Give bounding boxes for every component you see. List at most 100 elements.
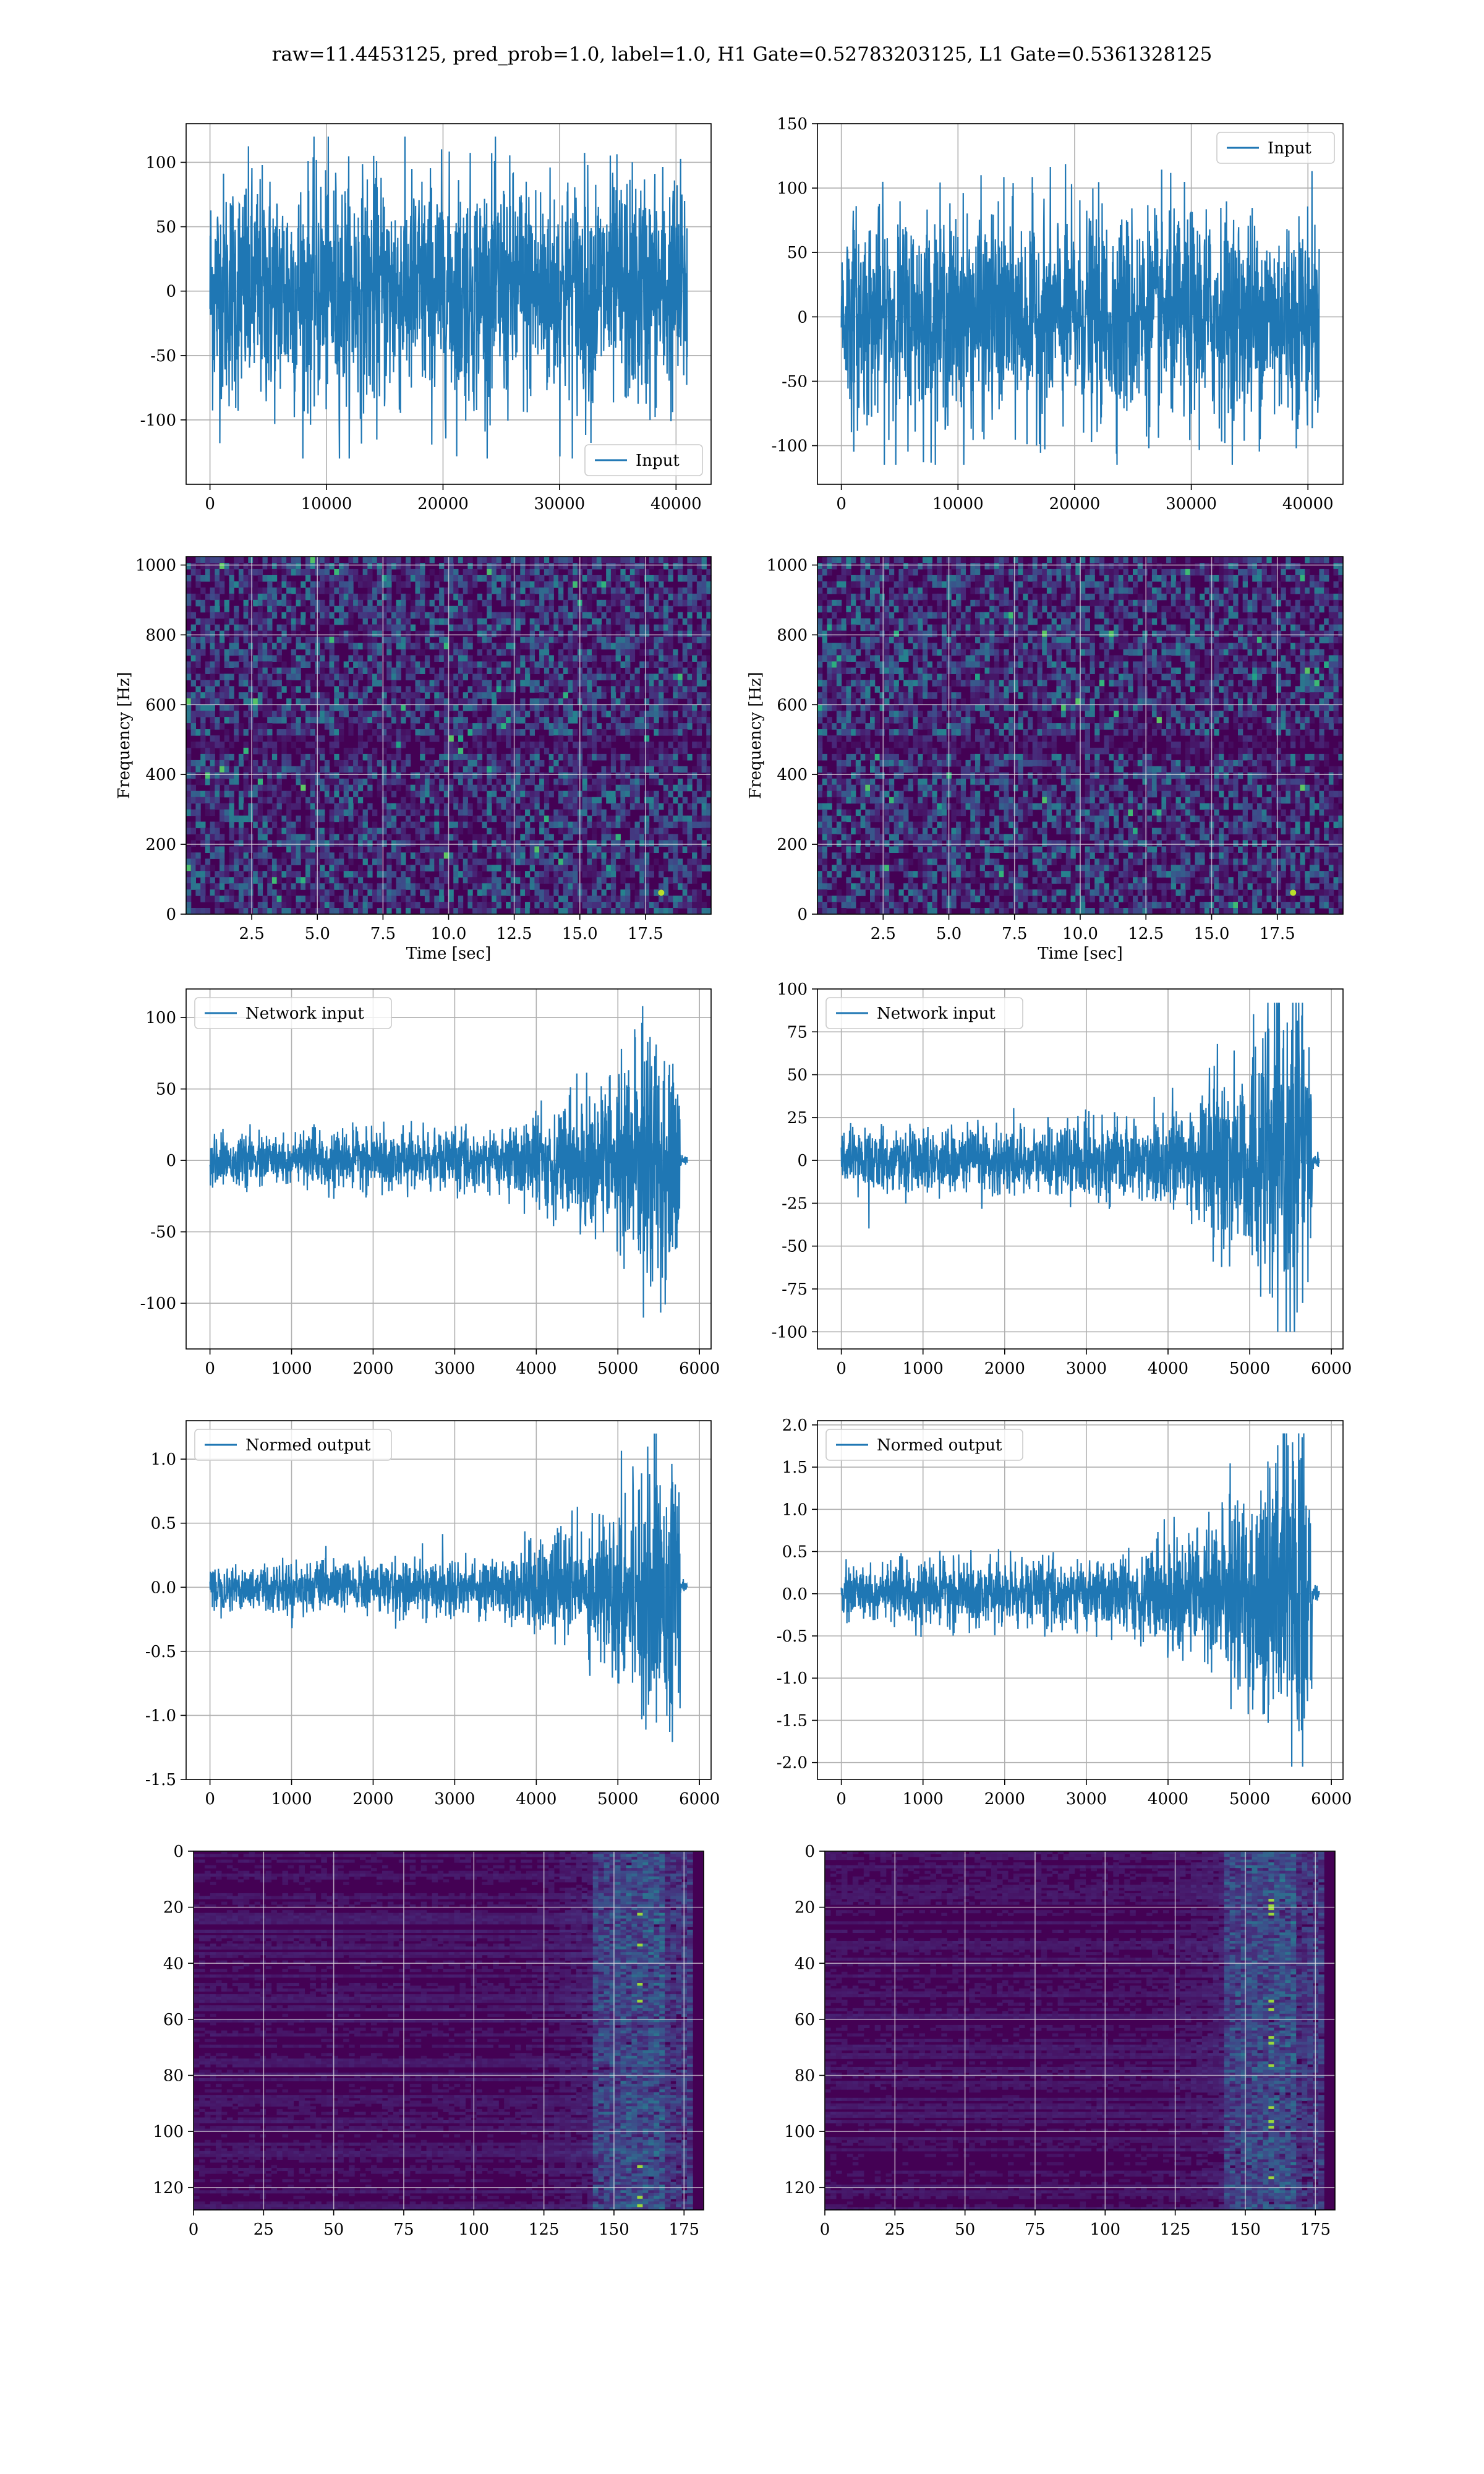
heatmap-cell	[501, 667, 506, 674]
heatmap-cell	[420, 704, 425, 711]
heatmap-cell	[659, 557, 664, 563]
heatmap-cell	[362, 636, 368, 644]
heatmap-cell	[357, 723, 364, 730]
heatmap-cell	[558, 821, 564, 829]
heatmap-cell	[415, 686, 420, 693]
heatmap-cell	[229, 742, 234, 748]
heatmap-cell	[548, 674, 554, 680]
heatmap-cell	[1142, 568, 1148, 576]
heatmap-cell	[629, 630, 636, 638]
heatmap-cell	[220, 908, 225, 915]
heatmap-cell	[229, 711, 234, 717]
heatmap-cell	[706, 692, 712, 699]
heatmap-cell	[406, 593, 411, 601]
heatmap-cell	[644, 797, 650, 804]
heatmap-cell	[238, 846, 244, 853]
heatmap-cell	[229, 797, 234, 804]
heatmap-cell	[893, 581, 899, 588]
heatmap-cell	[529, 624, 535, 631]
heatmap-cell	[663, 889, 669, 896]
heatmap-cell	[663, 883, 669, 890]
heatmap-cell	[357, 846, 364, 853]
heatmap-cell	[224, 865, 229, 871]
heatmap-cell	[439, 797, 445, 804]
heatmap-cell	[1286, 563, 1291, 570]
heatmap-cell	[348, 655, 354, 662]
heatmap-cell	[291, 723, 297, 730]
heatmap-cell	[1190, 587, 1195, 594]
heatmap-cell	[367, 649, 373, 656]
heatmap-cell	[515, 821, 521, 829]
heatmap-cell	[687, 568, 693, 576]
heatmap-cell	[520, 581, 526, 588]
heatmap-cell	[496, 902, 501, 909]
heatmap-cell	[510, 760, 516, 767]
heatmap-cell	[334, 871, 339, 878]
heatmap-cell	[625, 557, 631, 563]
heatmap-cell	[629, 840, 636, 847]
heatmap-cell	[1104, 563, 1109, 570]
heatmap-cell	[348, 871, 354, 878]
heatmap-cell	[339, 568, 344, 576]
heatmap-cell	[410, 599, 416, 607]
heatmap-cell	[271, 643, 278, 650]
heatmap-cell	[267, 877, 273, 884]
heatmap-cell	[592, 877, 597, 884]
heatmap-cell	[410, 840, 416, 847]
heatmap-cell	[673, 674, 678, 680]
heatmap-cell	[620, 846, 626, 853]
heatmap-cell	[492, 581, 497, 588]
heatmap-cell	[205, 618, 211, 625]
heatmap-cell	[520, 643, 526, 650]
heatmap-cell	[696, 649, 702, 656]
heatmap-cell	[186, 649, 192, 656]
heatmap-cell	[286, 889, 292, 896]
heatmap-cell	[1314, 557, 1320, 563]
heatmap-cell	[343, 834, 349, 841]
heatmap-cell	[210, 717, 215, 724]
heatmap-cell	[386, 674, 392, 680]
heatmap-cell	[353, 760, 359, 767]
heatmap-cell	[362, 742, 368, 748]
heatmap-cell	[339, 563, 344, 570]
heatmap-cell	[525, 599, 531, 607]
heatmap-cell	[367, 790, 373, 798]
heatmap-cell	[286, 581, 292, 588]
heatmap-cell	[406, 840, 411, 847]
heatmap-cell	[220, 809, 225, 816]
heatmap-cell	[558, 723, 564, 730]
heatmap-cell	[629, 778, 636, 785]
heatmap-cell	[625, 809, 631, 816]
heatmap-cell	[644, 821, 650, 829]
heatmap-cell	[281, 575, 287, 582]
heatmap-cell	[234, 852, 239, 859]
heatmap-cell	[253, 686, 258, 693]
heatmap-cell	[659, 815, 664, 823]
heatmap-cell	[271, 667, 278, 674]
heatmap-cell	[701, 599, 707, 607]
heatmap-cell	[357, 865, 364, 871]
heatmap-cell	[353, 828, 359, 835]
heatmap-cell	[305, 649, 311, 656]
heatmap-cell	[195, 778, 201, 785]
heatmap-cell	[548, 858, 554, 865]
heatmap-cell	[706, 753, 712, 761]
heatmap-cell	[510, 828, 516, 835]
heatmap-cell	[210, 686, 215, 693]
heatmap-cell	[443, 803, 450, 810]
heatmap-cell	[548, 575, 554, 582]
heatmap-cell	[276, 858, 282, 865]
heatmap-cell	[487, 655, 492, 662]
heatmap-cell	[362, 686, 368, 693]
heatmap-cell	[410, 902, 416, 909]
heatmap-cell	[539, 815, 545, 823]
heatmap-cell	[610, 636, 616, 644]
heatmap-cell	[353, 717, 359, 724]
heatmap-cell	[257, 834, 263, 841]
heatmap-cell	[415, 729, 420, 736]
heatmap-cell	[472, 742, 478, 748]
heatmap-cell	[1070, 575, 1076, 582]
heatmap-cell	[1333, 581, 1339, 588]
heatmap-cell	[372, 717, 378, 724]
heatmap-cell	[553, 711, 559, 717]
